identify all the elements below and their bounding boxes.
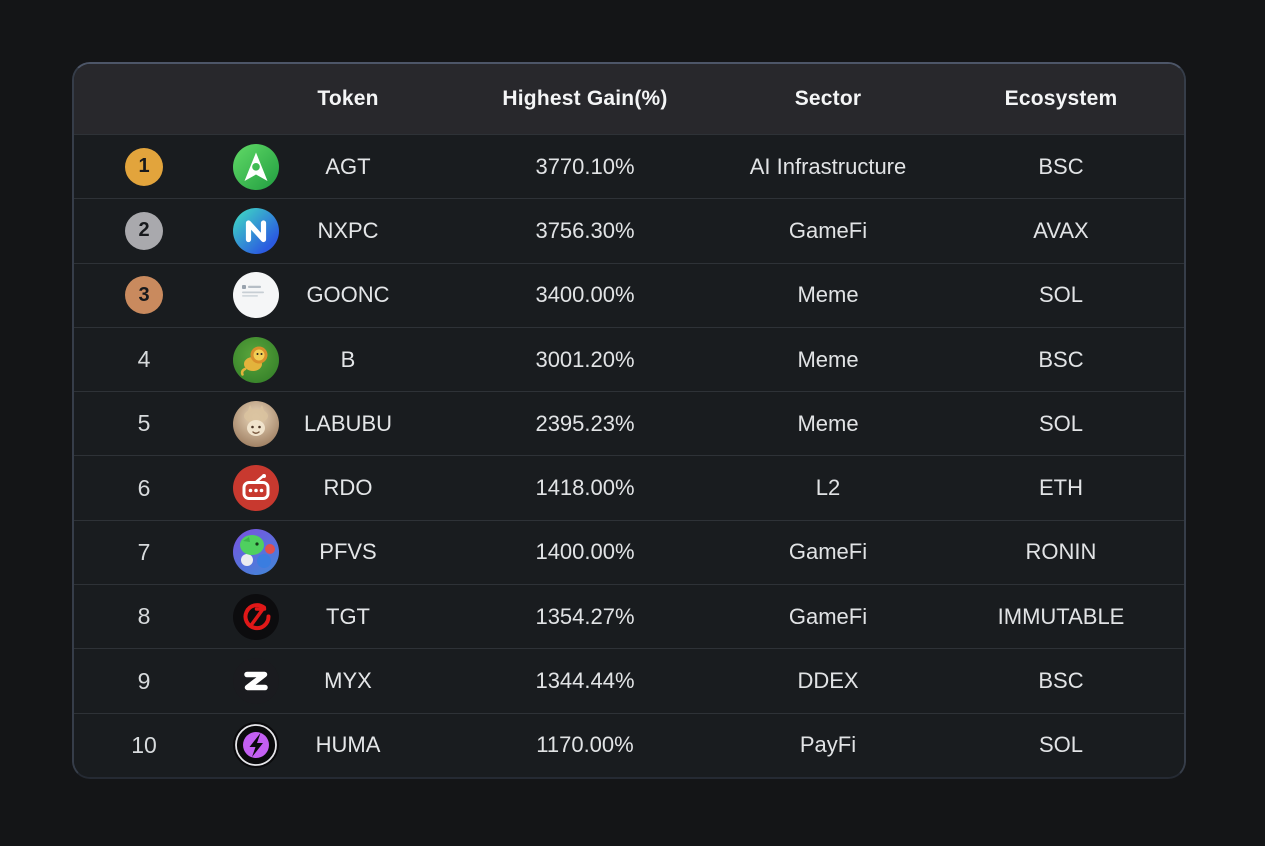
sector-cell: AI Infrastructure [749, 153, 907, 179]
sector-cell: L2 [815, 475, 841, 501]
rank-cell: 5 [74, 410, 214, 437]
rank-cell: 8 [74, 603, 214, 630]
token-cell: NXPC [214, 199, 482, 262]
table-row[interactable]: 1 AGT 3770.10% AI Infrastructure BSC [74, 134, 1184, 199]
token-symbol: NXPC [317, 217, 379, 243]
ecosystem-cell: BSC [1038, 668, 1084, 694]
rank-number: 10 [131, 731, 157, 758]
rank-number: 9 [137, 667, 151, 694]
rank-number: 6 [137, 474, 151, 501]
top-gainers-table: Token Highest Gain(%) Sector Ecosystem 1… [72, 62, 1186, 779]
table-row[interactable]: 6 RDO 1418.00% L2 ETH [74, 455, 1184, 520]
gain-cell: 3756.30% [535, 217, 635, 243]
gain-cell: 1344.44% [535, 668, 635, 694]
table-row[interactable]: 10 HUMA 1170.00% PayFi SOL [74, 712, 1184, 777]
token-symbol: B [340, 346, 356, 372]
myx-token-icon [233, 658, 279, 705]
token-symbol: LABUBU [303, 410, 393, 436]
gain-cell: 1418.00% [535, 475, 635, 501]
sector-cell: GameFi [788, 603, 868, 629]
rank-number: 8 [137, 603, 151, 630]
goonc-token-icon [233, 272, 279, 319]
ecosystem-cell: ETH [1039, 475, 1083, 501]
sector-cell: Meme [797, 410, 859, 436]
ecosystem-cell: SOL [1038, 732, 1084, 758]
ecosystem-cell: SOL [1038, 282, 1084, 308]
table-row[interactable]: 8 TGT 1354.27% GameFi IMMUTABLE [74, 584, 1184, 649]
token-symbol: MYX [324, 668, 372, 694]
rank-cell: 9 [74, 668, 214, 695]
token-cell: AGT [214, 135, 482, 198]
sector-cell: DDEX [797, 668, 859, 694]
token-cell: MYX [214, 649, 482, 712]
gain-cell: 3400.00% [535, 282, 635, 308]
rank-cell: 2 [74, 211, 214, 250]
gain-cell: 3770.10% [535, 153, 635, 179]
token-symbol: TGT [326, 603, 370, 629]
ecosystem-cell: BSC [1038, 153, 1084, 179]
sector-cell: GameFi [788, 539, 868, 565]
gain-cell: 3001.20% [535, 346, 635, 372]
nxpc-token-icon [233, 207, 279, 254]
gain-cell: 1400.00% [535, 539, 635, 565]
column-header-token: Token [317, 87, 379, 110]
column-header-sector: Sector [794, 87, 862, 110]
ecosystem-cell: IMMUTABLE [997, 603, 1125, 629]
tgt-token-icon [233, 593, 279, 640]
column-header-ecosystem: Ecosystem [1004, 87, 1118, 110]
sector-cell: GameFi [788, 217, 868, 243]
token-cell: PFVS [214, 521, 482, 584]
gain-cell: 1170.00% [536, 732, 634, 758]
ecosystem-cell: BSC [1038, 346, 1084, 372]
pfvs-token-icon [233, 529, 279, 576]
token-cell: TGT [214, 585, 482, 648]
rank-cell: 7 [74, 539, 214, 566]
rank-number: 4 [137, 346, 151, 373]
table-row[interactable]: 5 LABUBU 2395.23% Meme SOL [74, 391, 1184, 456]
token-cell: GOONC [214, 264, 482, 327]
b-token-icon [233, 336, 279, 383]
token-symbol: RDO [323, 475, 373, 501]
rdo-radio-token-icon [233, 465, 279, 512]
token-symbol: GOONC [306, 282, 390, 308]
ecosystem-cell: RONIN [1025, 539, 1097, 565]
labubu-token-icon [233, 400, 279, 447]
table-header-row: Token Highest Gain(%) Sector Ecosystem [74, 64, 1184, 134]
ecosystem-cell: SOL [1038, 410, 1084, 436]
sector-cell: PayFi [799, 732, 857, 758]
gain-cell: 1354.27% [535, 603, 635, 629]
sector-cell: Meme [797, 282, 859, 308]
sector-cell: Meme [797, 346, 859, 372]
rank-number: 7 [137, 538, 151, 565]
token-symbol: AGT [325, 153, 371, 179]
rank-cell: 3 [74, 276, 214, 315]
token-symbol: HUMA [315, 732, 381, 758]
rank-cell: 10 [74, 732, 214, 759]
table-row[interactable]: 9 MYX 1344.44% DDEX BSC [74, 648, 1184, 713]
column-header-gain: Highest Gain(%) [502, 87, 668, 110]
table-row[interactable]: 4 B 3001.20% Meme BSC [74, 326, 1184, 392]
ecosystem-cell: AVAX [1033, 217, 1089, 243]
token-cell: RDO [214, 456, 482, 519]
token-cell: HUMA [214, 714, 482, 777]
table-row[interactable]: 2 NXPC 3756.30% GameFi AVAX [74, 198, 1184, 263]
token-symbol: PFVS [319, 539, 377, 565]
agt-token-icon [233, 143, 279, 190]
rank-1-gold-medal-badge: 1 [125, 147, 163, 186]
rank-cell: 1 [74, 147, 214, 186]
rank-3-bronze-medal-badge: 3 [125, 276, 163, 315]
rank-number: 5 [137, 410, 151, 437]
table-row[interactable]: 3 GOONC 3400.00% Meme SOL [74, 262, 1184, 327]
token-cell: LABUBU [214, 392, 482, 455]
rank-cell: 6 [74, 475, 214, 502]
rank-2-silver-medal-badge: 2 [125, 211, 163, 250]
gain-cell: 2395.23% [535, 410, 635, 436]
rank-cell: 4 [74, 346, 214, 373]
table-row[interactable]: 7 PFVS 1400.00% GameFi RONIN [74, 519, 1184, 585]
huma-token-icon [233, 722, 279, 769]
token-cell: B [214, 328, 482, 391]
